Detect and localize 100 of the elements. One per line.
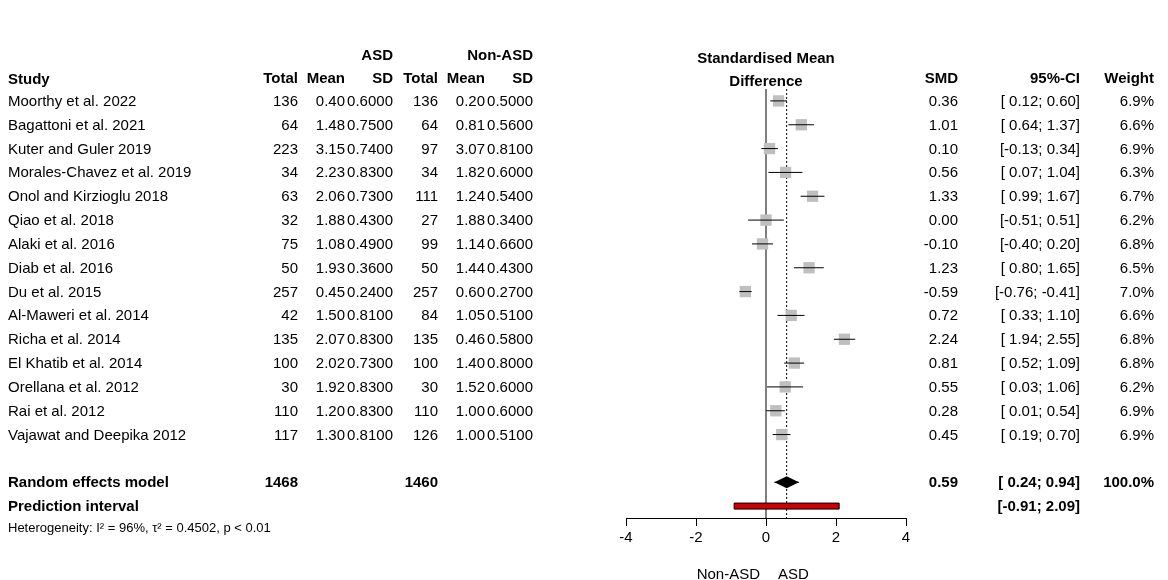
text: 6.6%	[1119, 115, 1154, 133]
text: 0.60	[455, 282, 485, 300]
text: 1.05	[455, 306, 485, 324]
text: 0.46	[455, 330, 485, 348]
text: 6.2%	[1119, 377, 1154, 395]
category-label: Total	[403, 69, 438, 86]
text: 30	[281, 377, 298, 395]
text: 0.3600	[347, 258, 393, 276]
text: 2.02	[315, 354, 345, 372]
category-label: El Khatib et al. 2014	[8, 354, 143, 372]
text: 6.3%	[1119, 163, 1154, 181]
category-label: Total	[262, 69, 298, 87]
text: 0.8300	[347, 330, 393, 348]
category-label: Qiao et al. 2018	[8, 211, 114, 229]
text: 1.48	[315, 115, 345, 133]
text: [ 0.12; 0.60]	[1000, 91, 1080, 109]
text: 1.23	[928, 258, 958, 276]
text: [ 0.64; 1.37]	[1000, 115, 1080, 133]
x-tick-label: 4	[901, 528, 911, 546]
text: 0.8100	[347, 306, 393, 324]
category-label: Bagattoni et al. 2021	[8, 115, 146, 133]
category-label: SD	[372, 69, 393, 86]
x-tick-label: -2	[689, 528, 703, 546]
text: -0.10	[923, 234, 958, 252]
category-label: Orellana et al. 2012	[8, 377, 139, 395]
text: ASD	[778, 565, 809, 580]
text: 0.40	[315, 91, 345, 109]
text: 0.45	[315, 282, 345, 300]
text: [ 0.52; 1.09]	[1000, 354, 1080, 372]
text: 1.00	[455, 401, 485, 419]
text: 1.44	[455, 258, 485, 276]
x-tick-label: -4	[619, 528, 633, 546]
text: 30	[421, 377, 438, 395]
text: 1468	[264, 473, 298, 491]
text: 1.82	[455, 163, 485, 181]
text: 0.8300	[347, 163, 393, 181]
text: 0.7300	[347, 187, 393, 205]
text: 50	[281, 258, 298, 276]
text: 1.88	[455, 211, 485, 229]
text: 0.36	[928, 91, 958, 109]
text: 1.24	[455, 187, 485, 205]
text: 0.7300	[347, 354, 393, 372]
text: -0.59	[923, 282, 958, 300]
text: 0.8100	[347, 425, 393, 443]
text: 34	[421, 163, 438, 181]
text: 50	[421, 258, 438, 276]
category-label: Prediction interval	[8, 497, 139, 515]
category-label: Richa et al. 2014	[8, 330, 121, 348]
text: [-0.91; 2.09]	[997, 497, 1080, 515]
text: Study	[8, 70, 50, 87]
text: [ 0.24; 0.94]	[998, 473, 1080, 491]
category-label: Al-Maweri et al. 2014	[8, 306, 149, 324]
text: 0.59	[928, 473, 958, 491]
text: 6.7%	[1119, 187, 1154, 205]
text: 64	[421, 115, 438, 133]
text: 0.8100	[487, 139, 533, 157]
category-label: 95%-CI	[1029, 69, 1080, 86]
text: [ 0.01; 0.54]	[1000, 401, 1080, 419]
text: 100	[272, 354, 298, 372]
chart-title: Standardised Mean Difference	[696, 48, 836, 91]
text: 2.23	[315, 163, 345, 181]
text: 0.2400	[347, 282, 393, 300]
text: 0.5000	[487, 91, 533, 109]
text: [ 0.99; 1.67]	[1000, 187, 1080, 205]
text: 1.40	[455, 354, 485, 372]
category-label: Moorthy et al. 2022	[8, 91, 137, 109]
text: 34	[281, 163, 298, 181]
category-label: Random effects model	[8, 473, 169, 491]
x-tick-label: 0	[761, 528, 771, 546]
category-label: SD	[512, 69, 533, 86]
text: 2.07	[315, 330, 345, 348]
text: 223	[272, 139, 298, 157]
text: 0.00	[928, 211, 958, 229]
text: 6.9%	[1119, 139, 1154, 157]
text: 0.81	[928, 354, 958, 372]
text: 7.0%	[1119, 282, 1154, 300]
text: 0.5600	[487, 115, 533, 133]
text: 0.6000	[487, 401, 533, 419]
x-tick-label: 2	[831, 528, 841, 546]
text: 1.50	[315, 306, 345, 324]
text: 0.6600	[487, 234, 533, 252]
text: 42	[281, 306, 298, 324]
text: 110	[274, 401, 298, 419]
text: [ 0.80; 1.65]	[1000, 258, 1080, 276]
text: 6.6%	[1119, 306, 1154, 324]
text: 3.07	[455, 139, 485, 157]
text: 0.7500	[347, 115, 393, 133]
text: 0.45	[928, 425, 958, 443]
text: 0.55	[928, 377, 958, 395]
text: 6.9%	[1119, 401, 1154, 419]
text: 136	[412, 91, 438, 109]
text: 99	[421, 234, 438, 252]
text: 126	[412, 425, 438, 443]
category-label: SMD	[924, 69, 958, 86]
text: 1.30	[315, 425, 345, 443]
text: 1460	[404, 473, 438, 491]
text: 0.8300	[347, 401, 393, 419]
text: 1.33	[928, 187, 958, 205]
text: 0.72	[928, 306, 958, 324]
text: 0.81	[455, 115, 485, 133]
